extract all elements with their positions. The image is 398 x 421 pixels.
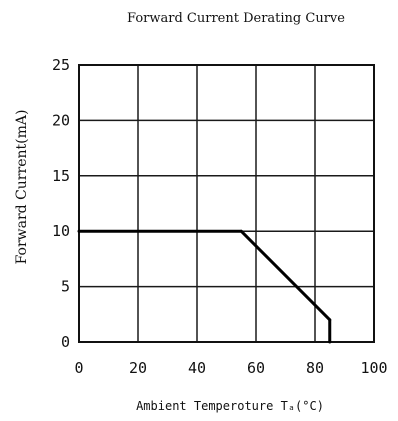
x-tick-label-2: 40 (188, 359, 206, 377)
chart-title: Forward Current Derating Curve (127, 11, 345, 26)
data-point-0-2 (328, 318, 332, 322)
data-point-0-3 (328, 340, 332, 344)
y-tick-label-4: 20 (52, 111, 70, 129)
series-layer (77, 229, 332, 344)
plot-frame (78, 64, 375, 343)
y-tick-label-1: 5 (61, 278, 70, 296)
y-tick-label-2: 10 (52, 222, 70, 240)
x-tick-label-5: 100 (360, 359, 387, 377)
y-tick-label-0: 0 (61, 333, 70, 351)
data-point-0-0 (77, 229, 81, 233)
y-tick-label-5: 25 (52, 56, 70, 74)
y-tick-labels: 0 5 10 15 20 25 (52, 56, 70, 351)
y-axis-label: Forward Current(mA) (14, 110, 30, 265)
x-tick-labels: 0 20 40 60 80 100 (74, 359, 387, 377)
grid (78, 64, 375, 343)
x-tick-label-1: 20 (129, 359, 147, 377)
x-axis-label: Ambient Temperoture Tₐ(°C) (136, 399, 324, 413)
y-tick-label-3: 15 (52, 167, 70, 185)
data-point-0-1 (239, 229, 243, 233)
x-tick-label-0: 0 (74, 359, 83, 377)
series-line-0 (79, 229, 332, 342)
x-tick-label-3: 60 (247, 359, 265, 377)
x-tick-label-4: 80 (306, 359, 324, 377)
